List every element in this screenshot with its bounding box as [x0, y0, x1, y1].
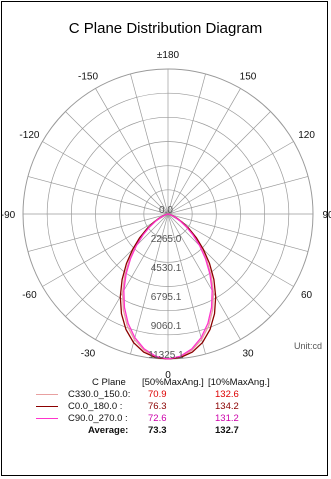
chart-title: C Plane Distribution Diagram: [68, 20, 263, 37]
legend-row: C90.0_270.0 : 72.6 131.2: [0, 413, 331, 425]
legend-average-label: Average:: [88, 425, 129, 436]
grid-spoke: [130, 213, 169, 355]
legend-row: C0.0_180.0 : 76.3 134.2: [0, 401, 331, 413]
grid-spoke: [65, 213, 169, 317]
legend-swatch: [36, 406, 58, 407]
grid-spoke: [42, 141, 169, 215]
angle-label: -150: [78, 71, 98, 82]
angle-label: ±180: [157, 50, 180, 61]
grid-spoke: [130, 73, 169, 215]
legend-header-10: [10%MaxAng.]: [208, 377, 270, 388]
legend-value-10: 131.2: [215, 413, 239, 424]
grid-spoke: [95, 88, 169, 215]
grid-spoke: [167, 213, 271, 317]
legend-value-50: 76.3: [148, 401, 167, 412]
angle-label: 0: [165, 370, 171, 381]
legend-series-name: C90.0_270.0 :: [68, 413, 128, 424]
legend-value-50: 72.6: [148, 413, 167, 424]
radial-tick-label: 6795.1: [151, 292, 182, 303]
radial-tick-label: 9060.1: [151, 321, 182, 332]
legend-header: C Plane [50%MaxAng.] [10%MaxAng.]: [0, 377, 331, 389]
polar-labels: 0.0 2265.0 4530.1 6795.1 9060.1 11325.1 ±180 15…: [1, 50, 331, 381]
legend-series-name: C330.0_150.0:: [68, 389, 131, 400]
angle-label: -60: [22, 290, 37, 301]
radial-tick-label: 0.0: [159, 205, 173, 216]
angle-label: -90: [1, 210, 16, 221]
legend-value-10: 132.6: [215, 389, 239, 400]
grid-spoke: [167, 213, 294, 287]
legend-series-name: C0.0_180.0 :: [68, 401, 123, 412]
radial-tick-label: 2265.0: [151, 234, 182, 245]
legend-header-50: [50%MaxAng.]: [142, 377, 204, 388]
grid-spoke: [167, 111, 271, 215]
polar-curves: [119, 213, 217, 360]
grid-spoke: [167, 176, 309, 215]
radial-tick-label: 4530.1: [151, 263, 182, 274]
grid-spoke: [42, 213, 169, 287]
angle-label: -30: [81, 349, 96, 360]
chart-frame: [1, 1, 328, 476]
grid-spoke: [167, 88, 241, 215]
grid-spoke: [167, 213, 241, 340]
angle-label: 150: [240, 71, 257, 82]
grid-spoke: [167, 213, 309, 252]
legend-row: C330.0_150.0: 70.9 132.6: [0, 389, 331, 401]
series-curve-2: [123, 213, 213, 360]
legend-value-50: 70.9: [148, 389, 167, 400]
legend-value-10: 134.2: [215, 401, 239, 412]
angle-label: -120: [19, 130, 39, 141]
legend-swatch: [36, 418, 58, 419]
grid-spoke: [95, 213, 169, 340]
legend-average-50: 73.3: [148, 425, 167, 436]
legend-average-10: 132.7: [215, 425, 239, 436]
angle-label: 90: [322, 210, 331, 221]
grid-spoke: [167, 213, 206, 355]
grid-spoke: [27, 176, 169, 215]
legend-average-row: Average: 73.3 132.7: [0, 425, 331, 437]
angle-label: 30: [242, 349, 254, 360]
unit-label: Unit:cd: [294, 341, 322, 351]
grid-spoke: [65, 111, 169, 215]
grid-spoke: [167, 141, 294, 215]
legend-swatch: [36, 394, 58, 395]
grid-spoke: [167, 73, 206, 215]
radial-tick-label: 11325.1: [148, 350, 184, 361]
angle-label: 120: [298, 130, 315, 141]
angle-label: 60: [301, 290, 313, 301]
legend-header-label: C Plane: [92, 377, 126, 388]
grid-spoke: [27, 213, 169, 252]
